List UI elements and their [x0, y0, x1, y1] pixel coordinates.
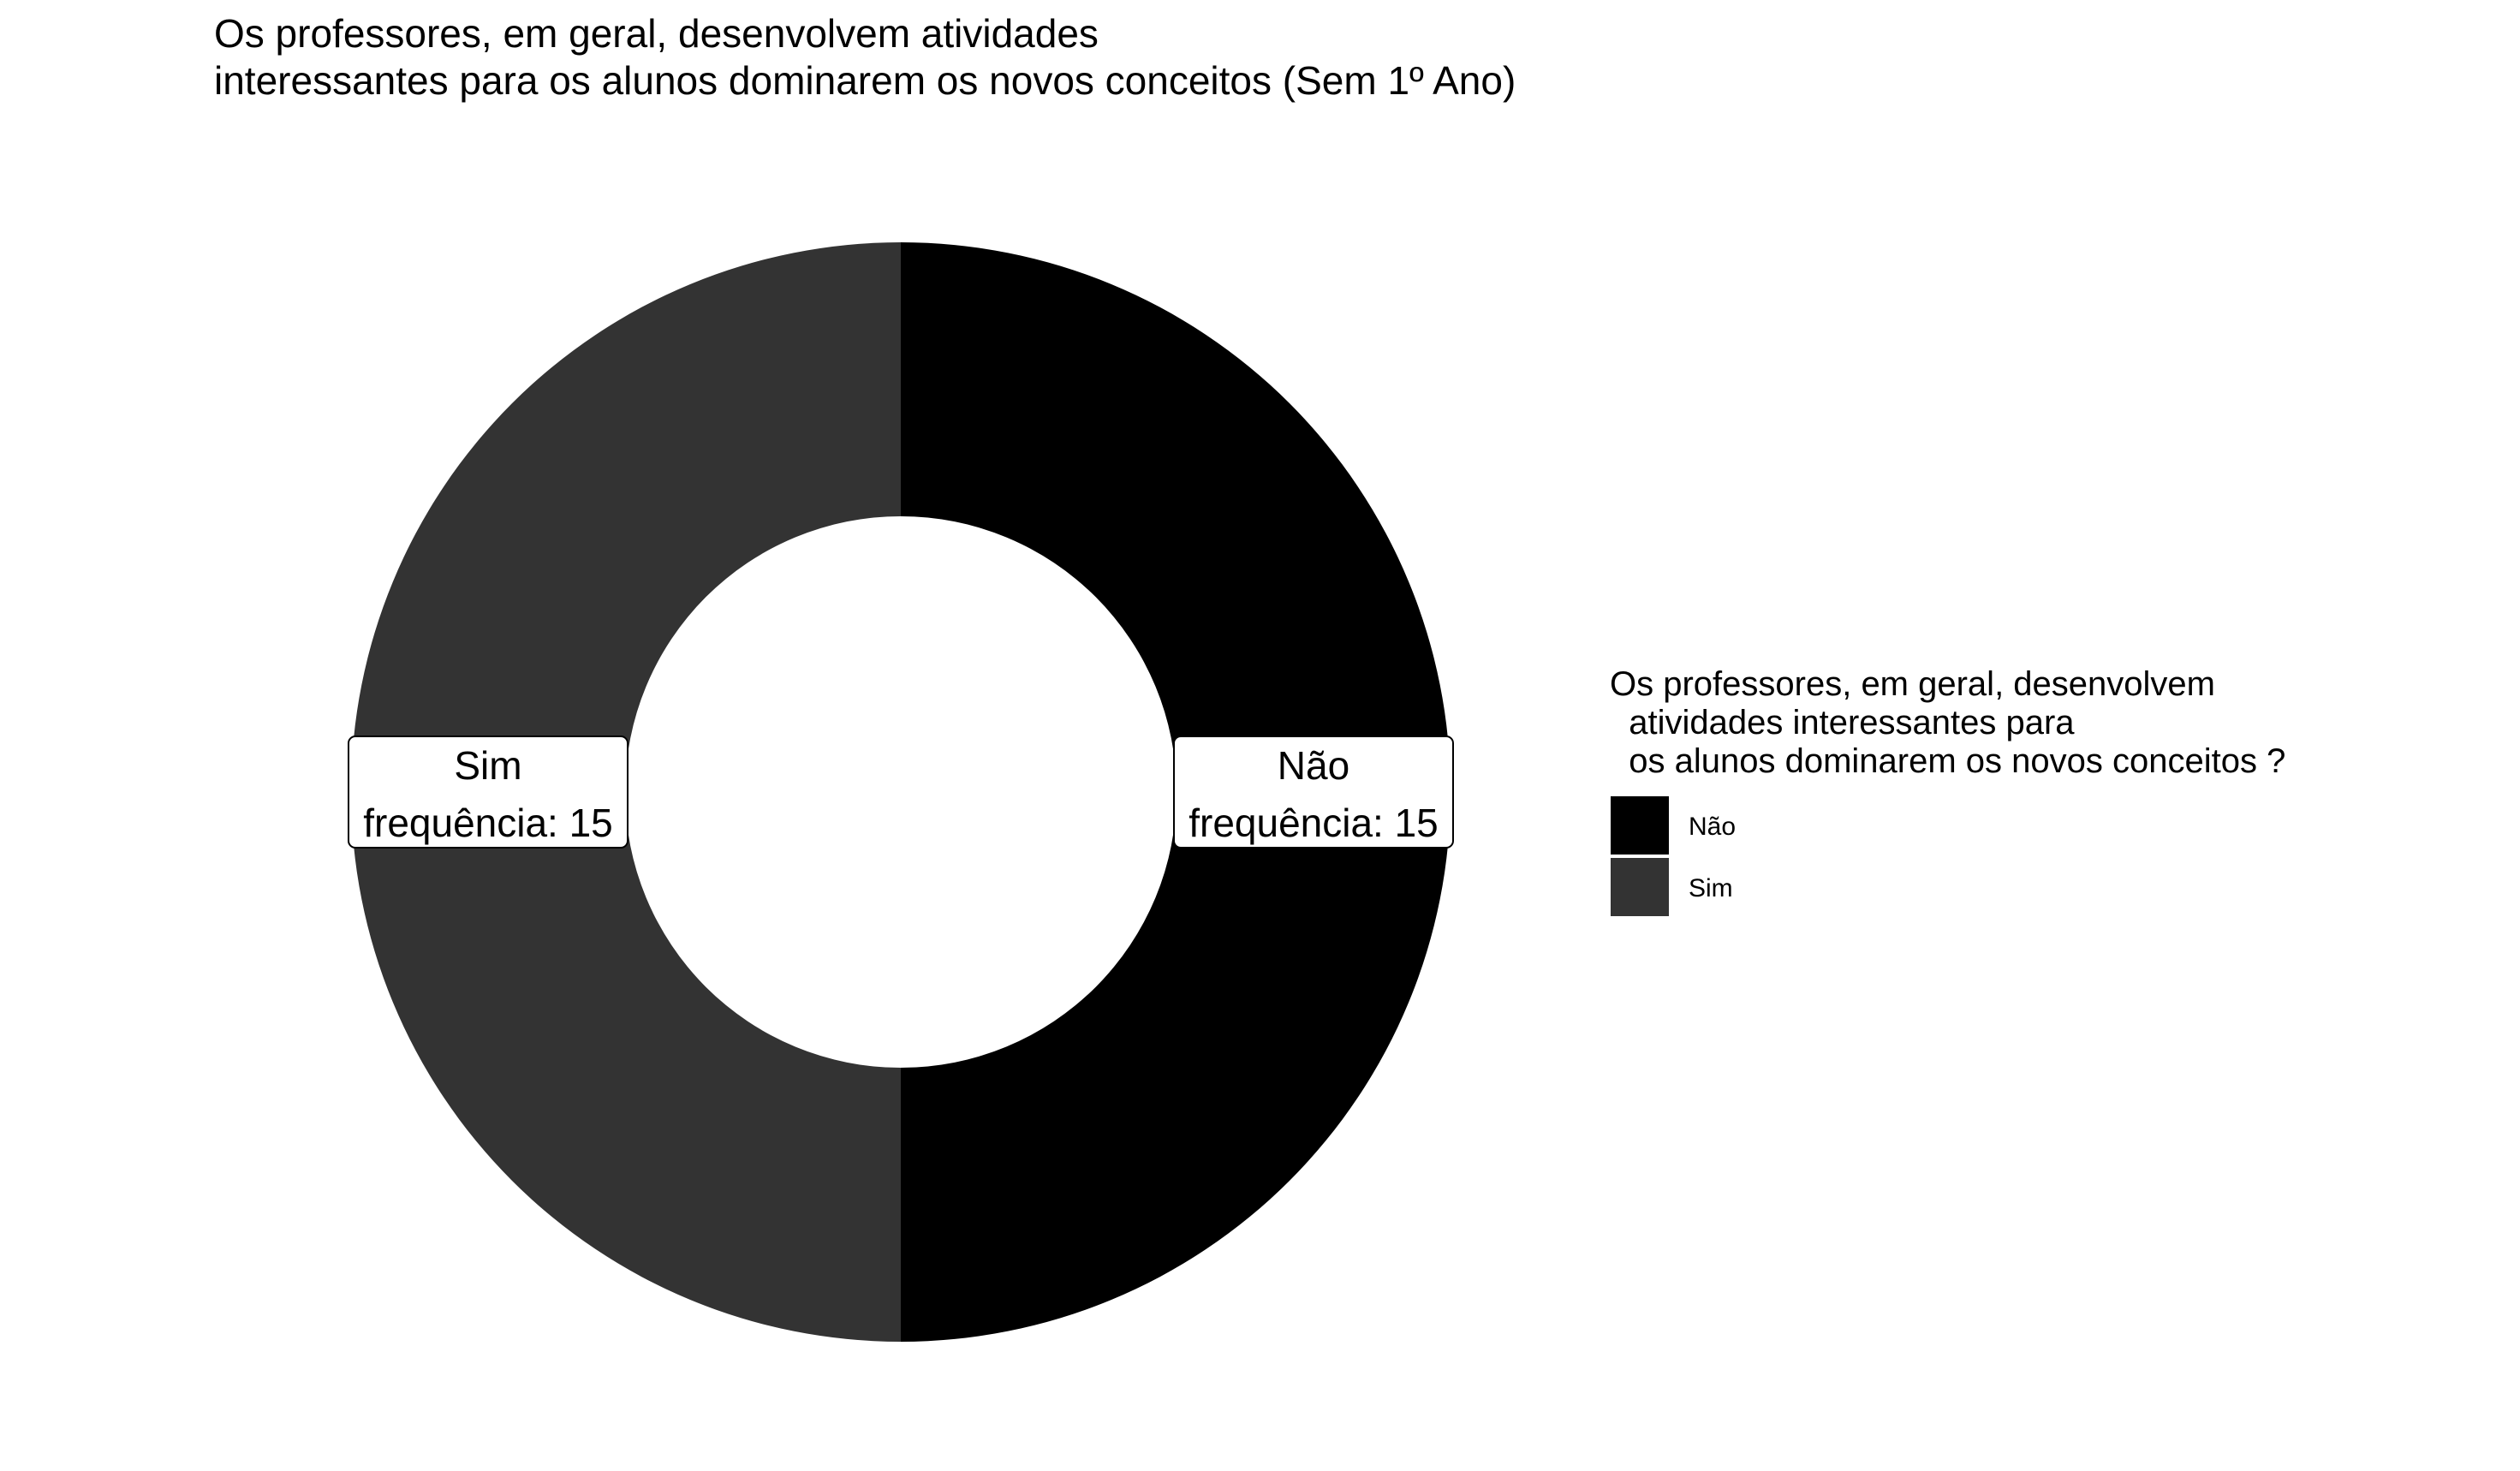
segment-label-value-1: frequência: 15 [1189, 801, 1439, 845]
segment-labels: Não frequência: 15 Sim frequência: 15 [348, 736, 1454, 849]
legend-swatch-2 [1611, 858, 1669, 916]
segment-label-value-2: frequência: 15 [363, 801, 613, 845]
legend-title-line-3: os alunos dominarem os novos conceitos ? [1610, 742, 2285, 780]
donut-segment-2 [351, 242, 901, 1342]
legend-title-line-2: atividades interessantes para [1610, 704, 2075, 741]
segment-label-2: Sim frequência: 15 [348, 736, 629, 849]
legend-label-1: Não [1689, 813, 1736, 841]
segment-label-category-2: Sim [454, 743, 521, 788]
donut-segments [351, 242, 1451, 1342]
segment-label-box-1 [1173, 736, 1454, 849]
legend-swatch-1 [1611, 796, 1669, 855]
chart-title: Os professores, em geral, desenvolvem at… [214, 11, 1516, 103]
legend-title-line-1: Os professores, em geral, desenvolvem [1610, 665, 2215, 703]
chart-title-line-2: interessantes para os alunos dominarem o… [214, 58, 1516, 103]
segment-label-category-1: Não [1278, 743, 1349, 788]
chart-title-line-1: Os professores, em geral, desenvolvem at… [214, 11, 1099, 56]
legend: Os professores, em geral, desenvolvem at… [1610, 665, 2285, 916]
legend-label-2: Sim [1689, 874, 1733, 902]
segment-label-1: Não frequência: 15 [1173, 736, 1454, 849]
donut-segment-1 [901, 242, 1451, 1342]
segment-label-box-2 [348, 736, 629, 849]
